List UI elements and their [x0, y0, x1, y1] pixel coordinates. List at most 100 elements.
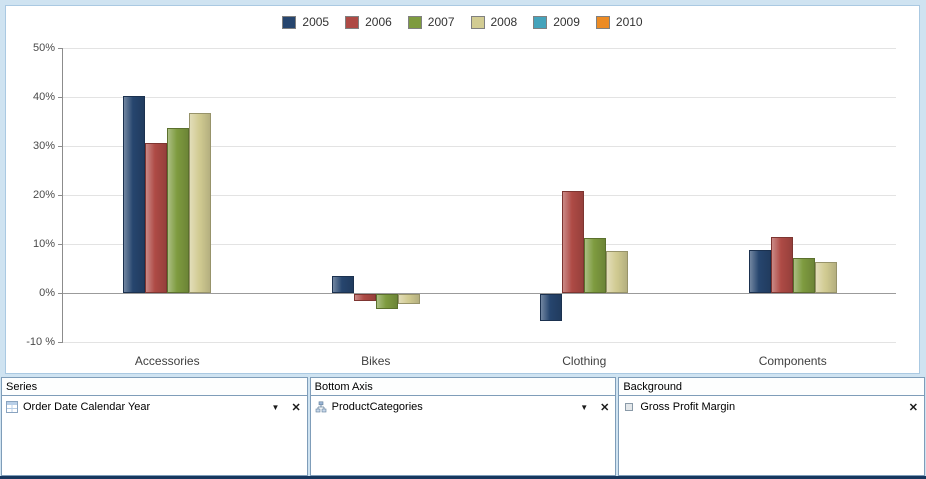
- field-label: ProductCategories: [331, 401, 423, 413]
- hierarchy-icon: [315, 401, 327, 413]
- panel-header-bottom-axis: Bottom Axis: [309, 377, 617, 396]
- legend-item-2010: 2010: [595, 15, 643, 29]
- axis-tick: [58, 48, 63, 49]
- bar-sheen: [354, 295, 375, 301]
- panel-body-background: Gross Profit Margin ✕: [618, 396, 926, 476]
- field-label: Order Date Calendar Year: [23, 401, 151, 413]
- bar-sheen: [771, 237, 792, 292]
- bar-2007-components: [792, 257, 815, 293]
- bar-sheen: [146, 144, 167, 292]
- bar-sheen: [190, 113, 211, 292]
- legend-swatch: [533, 15, 548, 29]
- bar-sheen: [168, 128, 189, 292]
- bar-2008-components: [814, 262, 837, 293]
- bar-sheen: [541, 295, 562, 320]
- dimension-icon: [6, 401, 18, 413]
- y-axis-tick-label: -10 %: [26, 336, 55, 348]
- axis-tick: [58, 293, 63, 294]
- axis-tick: [58, 97, 63, 98]
- panel-body-bottom-axis: ProductCategories ▼ ✕: [309, 396, 617, 476]
- bar-sheen: [563, 191, 584, 292]
- y-axis-tick-label: 50%: [32, 42, 55, 54]
- bar-2007-bikes: [375, 294, 398, 309]
- bar-2005-components: [748, 249, 771, 293]
- legend-label: 2007: [427, 15, 455, 29]
- field-item-bottom-axis[interactable]: ProductCategories ▼ ✕: [310, 396, 616, 418]
- bar-2005-clothing: [540, 294, 563, 321]
- field-drop-zones: Series Order Date Calendar Year ▼ ✕ Bottom A…: [1, 377, 926, 476]
- legend-item-2006: 2006: [345, 15, 392, 29]
- bar-2006-components: [770, 236, 793, 293]
- bar-sheen: [124, 96, 145, 292]
- legend-swatch: [282, 15, 297, 29]
- gridline: [63, 97, 896, 98]
- axis-tick: [58, 195, 63, 196]
- chart-legend: 2005 2006 2007 2008 2009 2010: [6, 15, 919, 29]
- bar-sheen: [332, 276, 353, 292]
- bar-2005-accessories: [123, 95, 146, 293]
- gridline: [63, 293, 896, 294]
- bar-sheen: [376, 295, 397, 308]
- bar-2005-bikes: [331, 275, 354, 293]
- axis-tick: [58, 342, 63, 343]
- remove-icon[interactable]: ✕: [908, 401, 919, 414]
- gridline: [63, 244, 896, 245]
- field-item-series[interactable]: Order Date Calendar Year ▼ ✕: [2, 396, 307, 418]
- gridline: [63, 195, 896, 196]
- panel-body-series: Order Date Calendar Year ▼ ✕: [1, 396, 308, 476]
- category-label: Bikes: [361, 354, 391, 368]
- legend-swatch: [470, 15, 485, 29]
- field-label: Gross Profit Margin: [640, 401, 736, 413]
- bar-2006-accessories: [145, 143, 168, 293]
- legend-label: 2009: [553, 15, 580, 29]
- remove-icon[interactable]: ✕: [291, 401, 301, 414]
- bar-2006-clothing: [562, 190, 585, 293]
- axis-tick: [58, 244, 63, 245]
- dropdown-icon[interactable]: ▼: [580, 402, 589, 412]
- legend-item-2009: 2009: [533, 15, 580, 29]
- legend-swatch: [345, 15, 360, 29]
- panel-header-series: Series: [1, 377, 308, 396]
- field-item-background[interactable]: Gross Profit Margin ✕: [619, 396, 925, 418]
- legend-item-2008: 2008: [470, 15, 518, 29]
- gridline: [63, 48, 896, 49]
- bar-sheen: [749, 250, 770, 292]
- y-axis-tick-label: 10%: [32, 238, 55, 250]
- y-axis-tick-label: 0%: [39, 287, 55, 299]
- dropdown-icon[interactable]: ▼: [271, 402, 280, 412]
- gridline: [63, 342, 896, 343]
- category-label: Clothing: [562, 354, 607, 368]
- window-bottom-border: [0, 476, 926, 479]
- chart-panel: 2005 2006 2007 2008 2009 2010 50% 40% 30% 20% 10%…: [5, 5, 920, 374]
- bar-sheen: [815, 263, 836, 292]
- y-axis-tick-label: 20%: [32, 189, 55, 201]
- bar-2008-clothing: [606, 251, 629, 293]
- bar-2008-bikes: [397, 294, 420, 304]
- category-label: Components: [758, 354, 827, 368]
- y-axis-tick-label: 30%: [32, 140, 55, 152]
- measure-icon: [623, 401, 635, 413]
- legend-swatch: [595, 15, 610, 29]
- remove-icon[interactable]: ✕: [600, 401, 610, 414]
- legend-label: 2006: [365, 15, 392, 29]
- panel-background: Background Gross Profit Margin ✕: [618, 377, 926, 476]
- bar-sheen: [607, 252, 628, 292]
- y-axis-tick-label: 40%: [32, 91, 55, 103]
- bar-2007-accessories: [167, 127, 190, 293]
- panel-bottom-axis: Bottom Axis ProductCategories ▼ ✕: [309, 377, 617, 476]
- bar-2008-accessories: [189, 112, 212, 293]
- axis-tick: [58, 146, 63, 147]
- legend-label: 2005: [302, 15, 330, 29]
- legend-item-2007: 2007: [407, 15, 455, 29]
- legend-label: 2008: [490, 15, 518, 29]
- panel-header-background: Background: [618, 377, 926, 396]
- bar-sheen: [793, 258, 814, 292]
- bar-sheen: [398, 295, 419, 303]
- bar-sheen: [585, 239, 606, 292]
- bar-2007-clothing: [584, 238, 607, 293]
- panel-series: Series Order Date Calendar Year ▼ ✕: [1, 377, 308, 476]
- gridline: [63, 146, 896, 147]
- legend-item-2005: 2005: [282, 15, 329, 29]
- bar-2006-bikes: [353, 294, 376, 302]
